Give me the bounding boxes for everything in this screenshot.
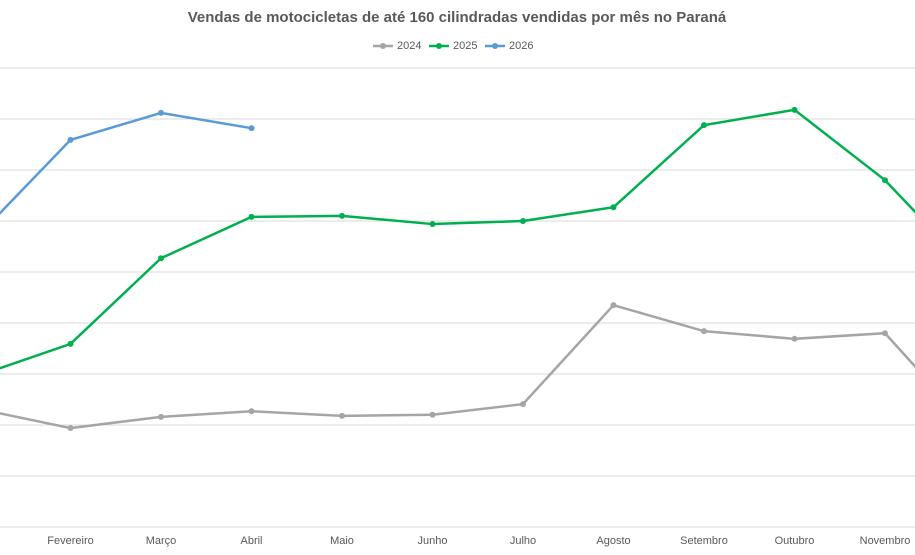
legend-marker — [492, 43, 498, 49]
data-point — [67, 425, 74, 432]
data-point — [882, 330, 888, 337]
data-point — [791, 106, 798, 113]
legend-marker — [380, 43, 386, 49]
data-point — [339, 412, 345, 419]
data-point — [429, 221, 436, 228]
x-tick-label: Julho — [510, 535, 536, 547]
legend-label: 2024 — [397, 40, 421, 52]
data-point — [67, 136, 74, 143]
data-point — [158, 255, 164, 262]
series-line — [0, 111, 252, 215]
x-tick-label: Maio — [330, 535, 354, 547]
data-point — [610, 204, 617, 211]
x-tick-label: Março — [146, 535, 177, 547]
data-point — [158, 109, 164, 116]
data-point — [67, 340, 74, 347]
data-point — [248, 125, 255, 132]
x-tick-label: Novembro — [860, 535, 911, 547]
data-point — [882, 177, 888, 184]
x-tick-label: Agosto — [596, 535, 630, 547]
data-point — [429, 411, 436, 418]
x-tick-label: Outubro — [775, 535, 815, 547]
legend-label: 2026 — [509, 40, 533, 52]
data-point — [610, 302, 617, 309]
legend-label: 2025 — [453, 40, 477, 52]
data-point — [701, 122, 707, 129]
x-tick-label: Fevereiro — [47, 535, 93, 547]
data-point — [248, 408, 255, 415]
series-line — [0, 303, 915, 430]
x-tick-label: Setembro — [680, 535, 728, 547]
legend-marker — [436, 43, 442, 49]
data-point — [520, 401, 526, 408]
data-point — [339, 212, 345, 219]
data-point — [248, 213, 255, 220]
data-point — [158, 413, 164, 420]
data-point — [791, 335, 798, 342]
chart-title: Vendas de motocicletas de até 160 cilind… — [188, 9, 727, 26]
x-tick-label: Abril — [240, 535, 262, 547]
data-point — [520, 218, 526, 224]
data-point — [701, 328, 707, 335]
series-line — [0, 108, 915, 370]
x-tick-label: Junho — [418, 535, 448, 547]
